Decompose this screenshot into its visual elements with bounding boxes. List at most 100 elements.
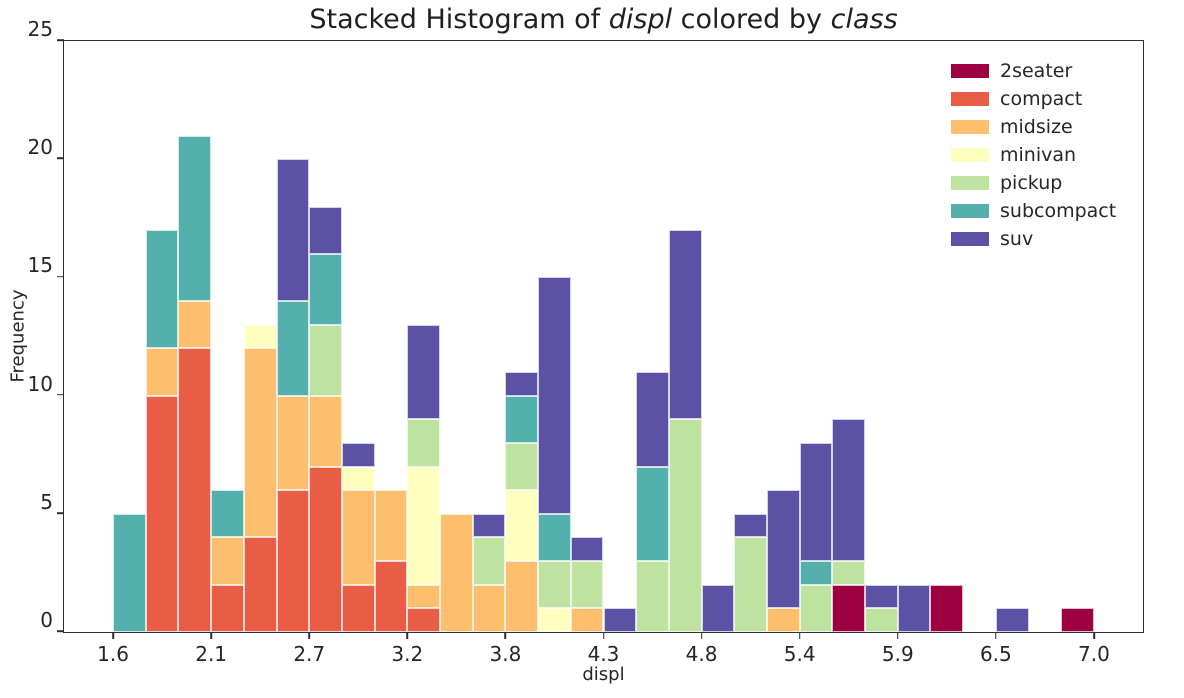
legend-label-midsize: midsize	[1000, 116, 1073, 138]
chart-title-variable-displ: displ	[608, 4, 673, 35]
legend-swatch-midsize	[951, 120, 989, 134]
chart-title-variable-class: class	[830, 4, 898, 35]
x-tick-mark-6.5	[995, 632, 997, 639]
legend-entry-midsize: midsize	[951, 113, 1116, 141]
x-tick-mark-3.2	[406, 632, 409, 639]
histogram-segment-compact-bin4	[211, 584, 244, 632]
histogram-segment-suv-bin6	[276, 159, 310, 302]
histogram-segment-minivan-bin10	[407, 466, 440, 585]
y-tick-label-15: 15	[27, 253, 53, 278]
x-tick-mark-2.1	[210, 632, 212, 639]
histogram-segment-compact-bin10	[407, 608, 440, 632]
histogram-segment-subcompact-bin2	[145, 230, 179, 349]
legend-label-compact: compact	[1000, 88, 1083, 110]
histogram-segment-suv-bin12	[472, 513, 506, 538]
histogram-segment-midsize-bin2	[145, 348, 179, 396]
x-tick-mark-7.0	[1093, 632, 1095, 639]
histogram-segment-suv-bin19	[701, 584, 735, 632]
legend-entry-suv: suv	[951, 225, 1116, 253]
x-tick-label-2.7: 2.7	[293, 642, 326, 666]
histogram-segment-compact-bin8	[341, 584, 375, 632]
histogram-segment-midsize-bin13	[505, 561, 539, 632]
histogram-segment-suv-bin20	[734, 513, 767, 538]
histogram-segment-pickup-bin20	[734, 537, 767, 632]
plot-area: 1.6 2.1 2.7 3.2 3.8 4.3 4.8 5.4 5.9 6.5 7.0 0 5 10 15…	[28, 17, 1144, 666]
histogram-segment-subcompact-bin22	[799, 561, 833, 585]
histogram-segment-pickup-bin17	[636, 561, 669, 632]
legend-label-suv: suv	[1000, 228, 1034, 250]
histogram-segment-subcompact-bin14	[538, 513, 571, 562]
histogram-segment-pickup-bin22	[799, 584, 833, 632]
histogram-segment-suv-bin23	[832, 419, 866, 562]
histogram-segment-2seater-bin30	[1061, 608, 1094, 632]
histogram-segment-suv-bin10	[407, 324, 440, 420]
y-tick-mark-15	[57, 275, 64, 278]
legend-entry-2seater: 2seater	[951, 57, 1116, 85]
x-tick-mark-1.6	[112, 632, 114, 639]
histogram-segment-suv-bin14	[538, 277, 571, 514]
y-axis-label: Frequency	[7, 289, 29, 383]
legend-swatch-pickup	[951, 176, 989, 190]
x-tick-label-6.5: 6.5	[979, 642, 1012, 666]
histogram-segment-minivan-bin14	[538, 608, 571, 632]
y-tick-label-25: 25	[27, 17, 53, 41]
x-tick-mark-3.8	[504, 632, 507, 639]
histogram-segment-pickup-bin24	[865, 608, 898, 632]
histogram-segment-minivan-bin13	[505, 490, 539, 562]
histogram-segment-midsize-bin11	[440, 513, 473, 632]
histogram-segment-midsize-bin8	[341, 490, 375, 585]
histogram-segment-suv-bin24	[865, 584, 898, 609]
legend-swatch-subcompact	[951, 204, 989, 218]
histogram-segment-pickup-bin18	[668, 419, 702, 632]
legend-entry-compact: compact	[951, 85, 1116, 113]
chart-title-text-2: colored by	[672, 4, 831, 35]
y-tick-mark-10	[57, 394, 64, 396]
histogram-segment-midsize-bin21	[766, 608, 800, 632]
histogram-segment-minivan-bin5	[243, 324, 277, 349]
histogram-segment-subcompact-bin7	[309, 253, 342, 325]
legend-swatch-compact	[951, 92, 989, 106]
chart-title: Stacked Histogram of displ colored by cl…	[63, 4, 1144, 35]
x-tick-mark-5.9	[896, 632, 899, 639]
histogram-segment-compact-bin5	[243, 537, 277, 632]
x-tick-label-4.3: 4.3	[587, 642, 620, 666]
histogram-segment-pickup-bin13	[505, 442, 539, 491]
histogram-segment-suv-bin17	[636, 371, 669, 467]
histogram-segment-suv-bin28	[995, 608, 1029, 632]
y-tick-mark-20	[57, 157, 64, 160]
histogram-segment-midsize-bin10	[407, 584, 440, 609]
histogram-segment-midsize-bin15	[570, 608, 604, 632]
histogram-segment-minivan-bin8	[341, 466, 375, 491]
x-tick-mark-2.7	[308, 632, 311, 639]
histogram-segment-suv-bin16	[603, 608, 637, 632]
legend-entry-minivan: minivan	[951, 141, 1116, 169]
x-tick-label-5.9: 5.9	[881, 642, 914, 666]
histogram-segment-midsize-bin5	[243, 348, 277, 538]
histogram-segment-suv-bin21	[766, 490, 800, 609]
histogram-segment-compact-bin6	[276, 490, 310, 632]
histogram-segment-midsize-bin6	[276, 395, 310, 491]
histogram-segment-suv-bin25	[897, 584, 931, 632]
legend-swatch-minivan	[951, 148, 989, 162]
x-tick-label-7.0: 7.0	[1078, 642, 1110, 666]
histogram-segment-compact-bin7	[309, 466, 342, 632]
x-tick-label-4.8: 4.8	[685, 642, 718, 666]
histogram-segment-compact-bin3	[178, 348, 212, 632]
histogram-segment-pickup-bin12	[472, 537, 506, 585]
x-tick-mark-5.4	[798, 632, 801, 639]
x-tick-mark-4.3	[602, 632, 605, 639]
y-tick-label-0: 0	[40, 608, 53, 632]
histogram-segment-pickup-bin15	[570, 561, 604, 609]
histogram-segment-2seater-bin26	[930, 584, 964, 632]
legend-swatch-suv	[951, 232, 989, 246]
histogram-segment-suv-bin13	[505, 371, 539, 396]
y-tick-mark-0	[57, 630, 64, 632]
histogram-segment-midsize-bin9	[374, 490, 408, 562]
histogram-segment-compact-bin2	[145, 395, 179, 632]
histogram-segment-pickup-bin23	[832, 561, 866, 585]
histogram-segment-pickup-bin14	[538, 561, 571, 609]
y-tick-label-5: 5	[40, 489, 53, 514]
x-tick-label-3.8: 3.8	[489, 642, 522, 666]
histogram-segment-subcompact-bin3	[178, 135, 212, 302]
